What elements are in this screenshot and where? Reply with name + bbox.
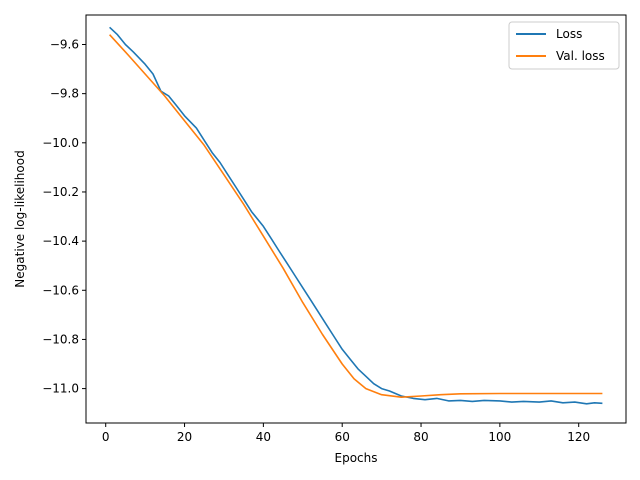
- plot-area: [86, 15, 626, 423]
- legend-label-loss: Loss: [556, 27, 582, 41]
- y-tick-label: −10.6: [42, 283, 79, 297]
- y-tick-label: −10.8: [42, 332, 79, 346]
- y-tick-label: −10.2: [42, 185, 79, 199]
- y-tick-label: −9.8: [50, 87, 79, 101]
- plot-frame: [85, 14, 627, 424]
- y-axis-label: Negative log-likelihood: [13, 150, 27, 287]
- series-line-val-loss: [109, 34, 603, 398]
- x-tick-label: 100: [488, 430, 511, 444]
- x-tick-label: 40: [256, 430, 271, 444]
- ticks-layer: 0 20 40 60 80 100 120 −9.6 −9.8 −10.0 −10.2 −10.4 −1…: [42, 37, 590, 444]
- y-tick-label: −11.0: [42, 382, 79, 396]
- series-line-loss: [109, 26, 603, 405]
- x-tick-label: 120: [567, 430, 590, 444]
- legend-label-val-loss: Val. loss: [556, 49, 605, 63]
- y-tick-label: −10.4: [42, 234, 79, 248]
- y-tick-label: −10.0: [42, 136, 79, 150]
- legend: Loss Val. loss: [508, 21, 620, 70]
- x-tick-label: 80: [413, 430, 428, 444]
- x-tick-label: 0: [102, 430, 110, 444]
- y-tick-label: −9.6: [50, 37, 79, 51]
- x-axis-label: Epochs: [335, 451, 378, 465]
- x-tick-label: 60: [335, 430, 350, 444]
- x-tick-label: 20: [177, 430, 192, 444]
- series-layer: [109, 26, 603, 405]
